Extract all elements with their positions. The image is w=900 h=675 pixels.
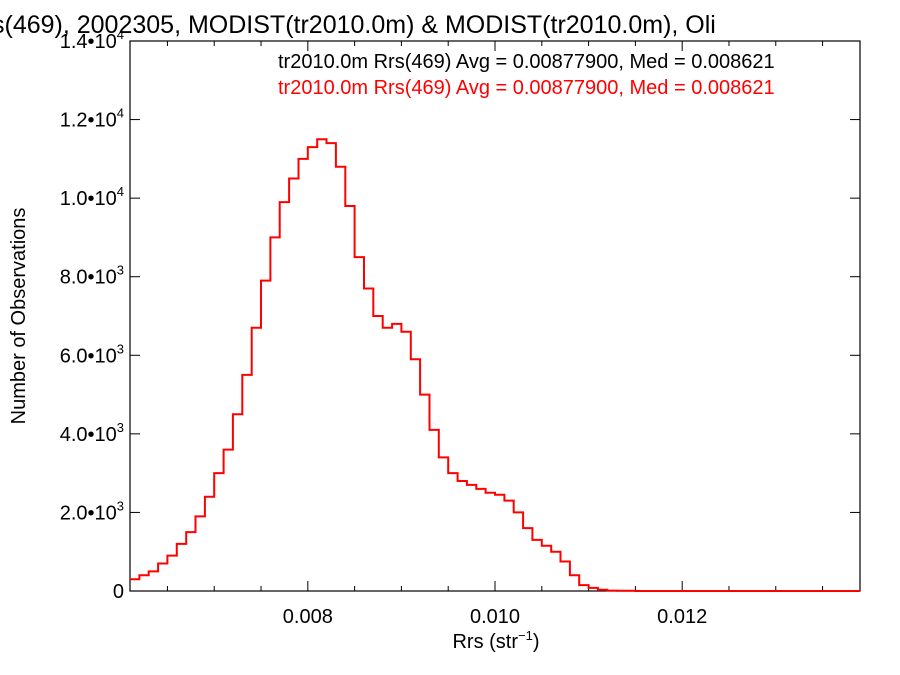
y-tick-label: 1.0•104 xyxy=(60,184,124,210)
y-tick-exponent: 3 xyxy=(117,498,124,513)
y-tick-label: 2.0•103 xyxy=(60,498,124,524)
plot-frame xyxy=(129,40,861,592)
y-tick-exponent: 3 xyxy=(117,263,124,278)
histogram-series-line xyxy=(130,138,860,592)
y-tick-label: 1.2•104 xyxy=(60,106,124,132)
legend-entry-red: tr2010.0m Rrs(469) Avg = 0.00877900, Med… xyxy=(278,77,775,99)
y-tick-mantissa: 1.0•10 xyxy=(60,188,117,210)
x-axis-label-base: Rrs (str xyxy=(452,631,518,653)
x-axis-label: Rrs (str−1) xyxy=(452,628,539,653)
y-axis-ticks: 02.0•1034.0•1036.0•1038.0•1031.0•1041.2•… xyxy=(60,27,860,603)
y-tick-label: 4.0•103 xyxy=(60,420,124,446)
y-tick-exponent: 4 xyxy=(117,184,124,199)
y-tick-mantissa: 6.0•10 xyxy=(60,345,117,367)
x-axis-ticks: 0.008 0.010 0.012 xyxy=(166,41,824,628)
y-tick-exponent: 4 xyxy=(117,106,124,121)
x-axis-label-exponent: −1 xyxy=(518,628,533,643)
legend: tr2010.0m Rrs(469) Avg = 0.00877900, Med… xyxy=(278,51,775,99)
y-tick-mantissa: 2.0•10 xyxy=(60,502,117,524)
y-tick-exponent: 4 xyxy=(117,27,124,42)
y-tick-label: 6.0•103 xyxy=(60,341,124,367)
y-tick-mantissa: 0 xyxy=(113,581,124,603)
y-axis-label: Number of Observations xyxy=(8,208,30,425)
x-axis-label-close: ) xyxy=(533,631,540,653)
x-tick-label: 0.012 xyxy=(657,606,707,628)
y-tick-mantissa: 4.0•10 xyxy=(60,424,117,446)
y-tick-exponent: 3 xyxy=(117,420,124,435)
legend-entry-black: tr2010.0m Rrs(469) Avg = 0.00877900, Med… xyxy=(278,51,775,73)
x-tick-label: 0.008 xyxy=(283,606,333,628)
y-tick-label: 1.4•104 xyxy=(60,27,124,53)
y-tick-exponent: 3 xyxy=(117,341,124,356)
y-tick-mantissa: 1.4•10 xyxy=(60,31,117,53)
y-tick-mantissa: 1.2•10 xyxy=(60,110,117,132)
y-tick-label: 0 xyxy=(113,581,124,603)
chart-title: s(469), 2002305, MODIST(tr2010.0m) & MOD… xyxy=(0,11,716,39)
y-tick-label: 8.0•103 xyxy=(60,263,124,289)
x-tick-label: 0.010 xyxy=(470,606,520,628)
y-tick-mantissa: 8.0•10 xyxy=(60,267,117,289)
